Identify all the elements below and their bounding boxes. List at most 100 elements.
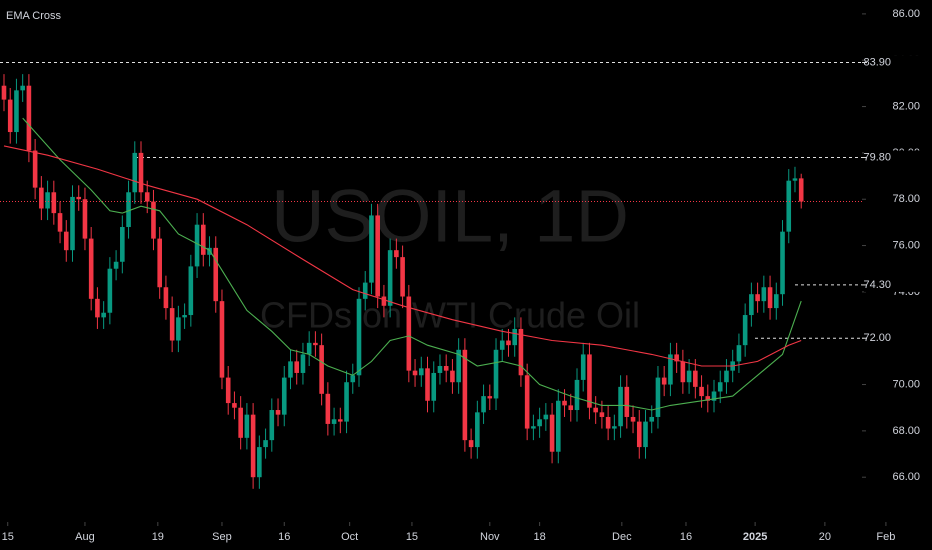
level-label-bg bbox=[864, 55, 930, 70]
candle-body bbox=[151, 201, 156, 239]
indicator-title: EMA Cross bbox=[6, 10, 62, 22]
candle-body bbox=[51, 192, 57, 214]
candle-body bbox=[624, 386, 630, 417]
x-tick-label: Aug bbox=[75, 531, 95, 543]
candle-body bbox=[717, 382, 723, 392]
x-tick-label: Feb bbox=[876, 531, 895, 543]
candle-body bbox=[238, 407, 243, 438]
candle-body bbox=[636, 421, 642, 448]
candle-body bbox=[169, 308, 175, 341]
candle-body bbox=[518, 328, 524, 376]
candle-body bbox=[418, 368, 424, 376]
level-label: 72.00 bbox=[863, 332, 891, 344]
candle-body bbox=[406, 296, 412, 371]
candle-body bbox=[487, 396, 493, 399]
candle-body bbox=[780, 231, 785, 295]
candle-body bbox=[213, 247, 219, 302]
candle-body bbox=[157, 238, 162, 288]
level-label-bg bbox=[864, 150, 930, 165]
candle-body bbox=[531, 426, 536, 429]
x-tick-label: Dec bbox=[612, 531, 632, 543]
candle-body bbox=[798, 178, 804, 202]
candle-body bbox=[225, 377, 231, 404]
candle-body bbox=[655, 377, 661, 417]
candle-body bbox=[188, 266, 194, 316]
candle-body bbox=[70, 196, 75, 251]
candle-body bbox=[506, 340, 511, 346]
candle-body bbox=[369, 215, 374, 283]
candle-body bbox=[144, 192, 150, 202]
candle-body bbox=[400, 257, 405, 297]
candle-body bbox=[556, 400, 561, 452]
y-tick-label: 76.00 bbox=[892, 239, 920, 251]
candle-body bbox=[412, 370, 418, 376]
candle-body bbox=[338, 419, 343, 422]
candle-body bbox=[263, 440, 268, 448]
y-tick-label: 86.00 bbox=[892, 8, 920, 20]
candle-body bbox=[512, 328, 518, 346]
candle-body bbox=[350, 375, 356, 383]
candle-body bbox=[680, 361, 686, 383]
x-tick-label: 2025 bbox=[743, 531, 767, 543]
candle-body bbox=[113, 261, 119, 269]
candle-body bbox=[319, 345, 324, 394]
candle-body bbox=[39, 187, 44, 209]
candle-body bbox=[612, 426, 617, 429]
watermark-subtitle: CFDs on WTI Crude Oil bbox=[260, 295, 640, 336]
candle-body bbox=[587, 354, 592, 408]
candle-body bbox=[325, 393, 331, 424]
candle-body bbox=[749, 294, 754, 316]
candle-body bbox=[668, 354, 673, 385]
candle-body bbox=[101, 312, 106, 318]
candle-body bbox=[437, 366, 443, 373]
candle-body bbox=[674, 354, 679, 362]
candle-body bbox=[686, 370, 692, 383]
candle-body bbox=[773, 294, 779, 309]
candle-body bbox=[132, 152, 138, 193]
candle-body bbox=[724, 370, 729, 383]
x-tick-label: 16 bbox=[680, 531, 692, 543]
candle-body bbox=[281, 377, 287, 415]
candle-body bbox=[705, 396, 711, 401]
candle-body bbox=[767, 287, 773, 309]
candle-body bbox=[269, 410, 275, 441]
candle-body bbox=[7, 99, 13, 133]
candle-body bbox=[574, 379, 580, 411]
candle-body bbox=[736, 345, 742, 362]
candle-body bbox=[95, 298, 100, 318]
candle-body bbox=[200, 224, 206, 255]
candle-body bbox=[562, 400, 567, 406]
candle-body bbox=[82, 199, 88, 239]
candle-body bbox=[462, 349, 468, 441]
candle-body bbox=[244, 414, 250, 438]
candle-body bbox=[593, 407, 598, 413]
candle-body bbox=[643, 421, 648, 448]
candle-body bbox=[356, 298, 362, 376]
x-tick-label: 19 bbox=[152, 531, 164, 543]
y-tick-label: 68.00 bbox=[892, 425, 920, 437]
candle-body bbox=[32, 150, 38, 188]
candle-body bbox=[219, 301, 225, 378]
x-tick-label: Oct bbox=[341, 531, 358, 543]
candle-body bbox=[57, 213, 63, 232]
candle-body bbox=[331, 419, 337, 424]
candle-body bbox=[126, 192, 131, 228]
candle-body bbox=[45, 192, 50, 209]
candle-body bbox=[88, 238, 94, 299]
ema-line bbox=[22, 117, 802, 411]
candle-body bbox=[661, 377, 667, 385]
x-tick-label: 20 bbox=[819, 531, 831, 543]
candle-body bbox=[761, 287, 767, 302]
candle-body bbox=[543, 414, 549, 420]
level-label: 79.80 bbox=[863, 151, 891, 163]
candle-body bbox=[524, 375, 530, 429]
candle-body bbox=[699, 386, 704, 397]
candle-body bbox=[387, 250, 393, 306]
candle-body bbox=[344, 382, 349, 422]
candle-body bbox=[1, 85, 7, 100]
candle-body bbox=[362, 282, 368, 299]
candle-body bbox=[450, 370, 455, 383]
candle-body bbox=[176, 317, 181, 341]
x-tick-label: 16 bbox=[278, 531, 290, 543]
